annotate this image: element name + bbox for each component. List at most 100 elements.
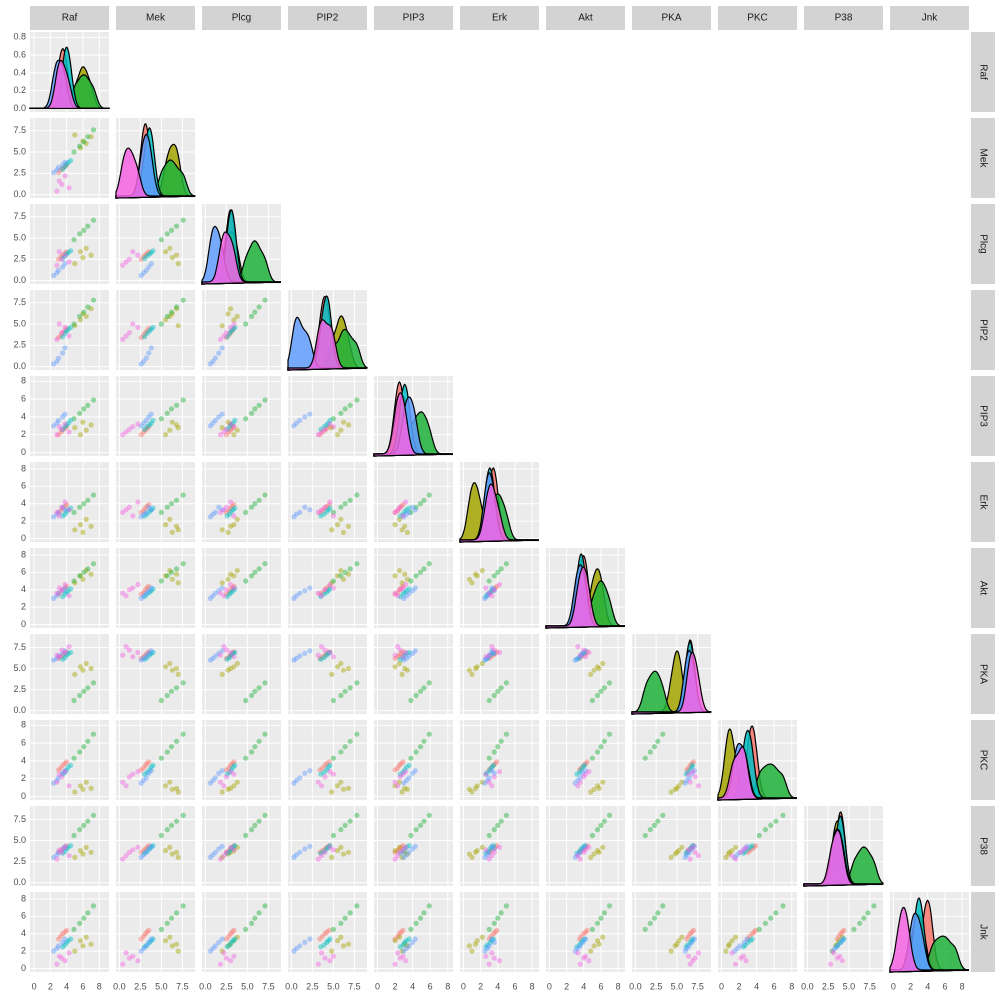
point <box>146 249 152 255</box>
point <box>163 432 169 438</box>
point <box>167 779 173 785</box>
point <box>491 573 497 579</box>
point <box>322 955 328 961</box>
point <box>232 843 238 849</box>
point <box>307 585 313 591</box>
point <box>228 422 234 428</box>
point <box>228 306 234 312</box>
point <box>398 585 404 591</box>
point <box>474 573 480 579</box>
strip-label: PKC <box>977 750 988 771</box>
strip-label: Mek <box>146 13 166 24</box>
y-tick-label: 2.5 <box>13 168 26 178</box>
point <box>326 424 332 430</box>
point <box>690 843 697 849</box>
point <box>307 843 313 850</box>
point <box>219 948 225 954</box>
point <box>66 429 72 435</box>
point <box>158 755 164 761</box>
point <box>324 761 330 767</box>
point <box>71 321 77 327</box>
point <box>342 406 348 412</box>
point <box>421 738 427 744</box>
point <box>596 849 602 855</box>
point <box>600 934 606 940</box>
point <box>743 844 749 850</box>
strip-label: Jnk <box>922 13 939 24</box>
point <box>228 422 234 428</box>
point <box>330 585 336 591</box>
point <box>207 595 213 602</box>
point <box>120 262 126 268</box>
point <box>130 513 136 519</box>
point <box>829 948 835 954</box>
point <box>302 588 308 594</box>
point <box>327 843 333 849</box>
point <box>167 245 173 251</box>
point <box>60 426 66 432</box>
point <box>578 848 584 854</box>
strip-label: PIP2 <box>977 319 988 341</box>
point <box>317 849 323 855</box>
point <box>144 929 150 935</box>
point <box>55 655 62 662</box>
point <box>230 764 236 770</box>
point <box>150 586 156 592</box>
point <box>326 502 332 508</box>
point <box>733 844 739 850</box>
point <box>230 844 236 850</box>
point <box>403 588 410 594</box>
point <box>396 660 403 667</box>
y-tick-label: 5.0 <box>13 146 26 156</box>
point <box>486 856 492 862</box>
point <box>327 581 333 588</box>
point <box>55 590 62 596</box>
point <box>120 652 126 658</box>
point <box>226 508 232 514</box>
point <box>81 406 87 412</box>
panel <box>202 634 281 714</box>
point <box>474 848 480 854</box>
point <box>660 812 666 818</box>
point <box>322 652 328 658</box>
point <box>173 306 180 312</box>
x-tick-label: 5.0 <box>327 981 340 991</box>
point <box>572 854 578 861</box>
point <box>322 427 328 433</box>
point <box>580 650 586 657</box>
density <box>889 906 970 973</box>
point <box>340 529 347 536</box>
point <box>225 943 231 949</box>
point <box>62 324 68 330</box>
panel <box>288 462 367 542</box>
point <box>223 774 229 780</box>
point <box>466 943 472 949</box>
point <box>224 850 230 856</box>
point <box>234 427 240 433</box>
point <box>733 856 739 862</box>
point <box>338 934 344 940</box>
point <box>489 588 495 594</box>
point <box>51 854 57 861</box>
point <box>60 350 66 356</box>
point <box>54 509 60 515</box>
panel <box>288 634 367 714</box>
point <box>223 591 229 597</box>
point <box>228 587 234 593</box>
point <box>217 856 224 862</box>
point <box>839 934 845 940</box>
point <box>404 667 410 673</box>
point <box>64 328 70 334</box>
point <box>574 850 580 856</box>
point <box>90 731 97 737</box>
panel <box>804 892 883 972</box>
point <box>54 655 60 662</box>
strip <box>971 462 995 542</box>
strip <box>288 6 367 30</box>
point <box>490 586 497 592</box>
point <box>335 573 341 579</box>
point <box>329 425 335 431</box>
point <box>347 497 353 503</box>
point <box>676 783 682 789</box>
point <box>327 844 333 850</box>
